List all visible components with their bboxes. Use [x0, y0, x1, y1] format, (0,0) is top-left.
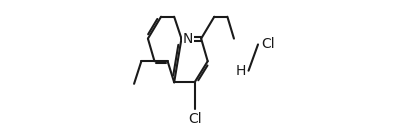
Text: N: N	[183, 32, 193, 46]
Text: H: H	[235, 64, 246, 78]
Text: Cl: Cl	[188, 112, 201, 126]
Text: Cl: Cl	[261, 37, 275, 51]
